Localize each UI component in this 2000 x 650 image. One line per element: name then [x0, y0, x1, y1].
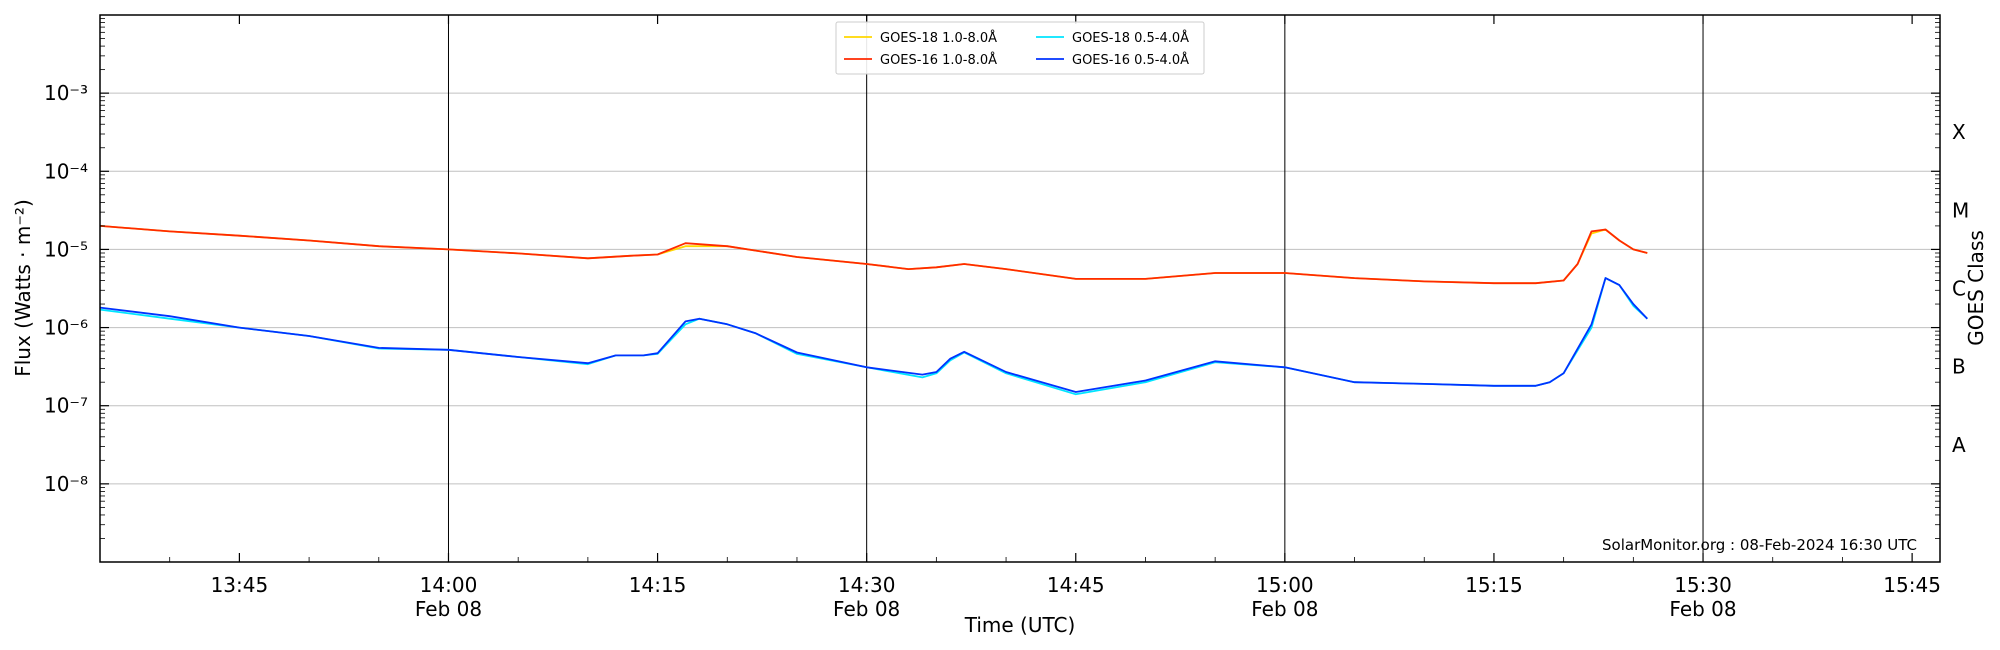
- x-tick-label: 15:30: [1674, 573, 1732, 597]
- grid-lines: [100, 92, 1940, 485]
- x-tick-label: 15:15: [1465, 573, 1523, 597]
- x-tick-label: 14:15: [629, 573, 687, 597]
- x-tick-date-label: Feb 08: [1251, 597, 1318, 621]
- x-tick-date-label: Feb 08: [833, 597, 900, 621]
- legend-label-2: GOES-18 0.5-4.0Å: [1072, 30, 1189, 46]
- y-axis-title: Flux (Watts · m⁻²): [11, 199, 35, 377]
- goes-class-c-label: C: [1952, 277, 1966, 301]
- series-line-0: [99, 225, 1648, 285]
- legend-label-0: GOES-18 1.0-8.0Å: [880, 30, 997, 46]
- x-tick-label: 15:00: [1256, 573, 1314, 597]
- series-lines: [99, 225, 1648, 396]
- x-tick-date-label: Feb 08: [1669, 597, 1736, 621]
- y-tick-label: 10⁻³: [44, 81, 88, 105]
- day-marker-lines: [447, 15, 1704, 562]
- series-line-2: [99, 277, 1648, 396]
- goes-class-x-label: X: [1952, 120, 1966, 144]
- x-tick-date-label: Feb 08: [415, 597, 482, 621]
- x-tick-label: 14:45: [1047, 573, 1105, 597]
- right-axis-title: GOES Class: [1964, 230, 1988, 346]
- series-line-3: [99, 277, 1648, 393]
- legend-label-1: GOES-16 1.0-8.0Å: [880, 52, 997, 68]
- x-tick-label: 15:45: [1883, 573, 1941, 597]
- y-tick-labels: 10⁻⁸ 10⁻⁷ 10⁻⁶ 10⁻⁵ 10⁻⁴ 10⁻³: [44, 81, 88, 496]
- y-tick-label: 10⁻⁶: [44, 316, 88, 340]
- x-tick-label: 14:00: [420, 573, 478, 597]
- x-tick-label: 13:45: [211, 573, 269, 597]
- y-tick-label: 10⁻⁵: [44, 237, 88, 261]
- x-tick-label: 14:30: [838, 573, 896, 597]
- legend: GOES-18 1.0-8.0Å GOES-16 1.0-8.0Å GOES-18 …: [835, 21, 1205, 75]
- goes-class-b-label: B: [1952, 355, 1966, 379]
- x-axis-title: Time (UTC): [964, 613, 1076, 637]
- legend-label-3: GOES-16 0.5-4.0Å: [1072, 52, 1189, 68]
- plot-frame: [99, 14, 1941, 563]
- legend-box: [835, 21, 1205, 75]
- y-tick-label: 10⁻⁸: [44, 472, 88, 496]
- goes-class-labels: A B C M X: [1952, 120, 1969, 457]
- y-tick-label: 10⁻⁷: [44, 394, 88, 418]
- goes-class-a-label: A: [1952, 433, 1966, 457]
- goes-class-m-label: M: [1952, 198, 1969, 222]
- axis-ticks: [99, 15, 1940, 562]
- series-line-1: [99, 225, 1648, 285]
- y-tick-label: 10⁻⁴: [44, 159, 88, 183]
- credit-text: SolarMonitor.org : 08-Feb-2024 16:30 UTC: [1602, 536, 1917, 554]
